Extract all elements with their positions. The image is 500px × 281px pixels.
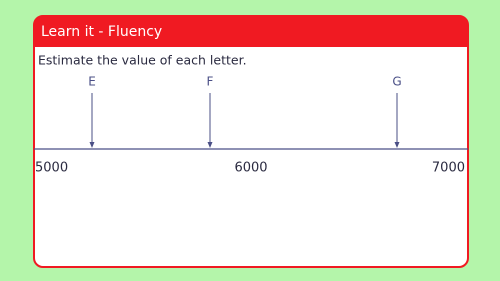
letter-label: E [88,75,96,89]
letter-label: G [392,75,401,89]
letter-label: F [207,75,214,89]
card-header [34,16,468,47]
arrow-head [89,142,95,148]
arrow-head [207,142,213,148]
instruction: Estimate the value of each letter. [38,53,247,68]
tick-label: 5000 [35,161,68,176]
arrow-head [394,142,400,148]
tick-label: 6000 [234,161,267,176]
header-title: Learn it - Fluency [41,24,162,40]
tick-label: 7000 [432,161,465,176]
